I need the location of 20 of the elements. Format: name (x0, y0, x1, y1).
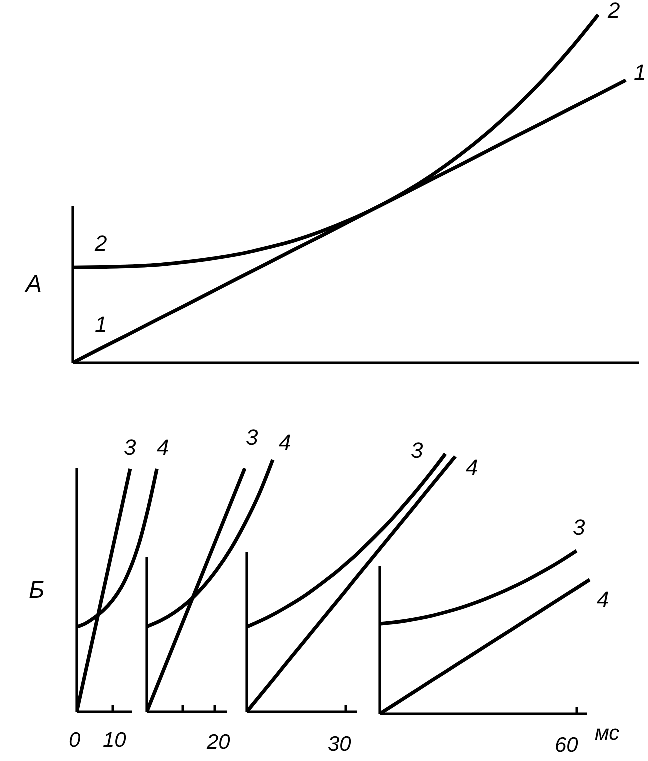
text: 0 (69, 729, 81, 752)
text: 10 (103, 729, 127, 752)
text: 2 (95, 231, 108, 256)
series-label: 4 (597, 587, 610, 612)
text: 30 (328, 733, 352, 756)
series-label: 3 (573, 515, 586, 540)
x-axis-title: мс (595, 722, 620, 745)
series-label: 3 (411, 438, 424, 463)
y-axis-title: Б (29, 577, 45, 604)
series-label: 4 (466, 455, 478, 480)
y-axis-title: A (24, 271, 42, 298)
series-label: 3 (124, 435, 137, 460)
series-label: 4 (157, 435, 170, 460)
series-label: 4 (279, 430, 292, 455)
text: 60 (555, 734, 579, 757)
text: 1 (634, 60, 646, 85)
series-label: 3 (246, 425, 259, 450)
text: 20 (206, 731, 231, 754)
series-label: 1 (95, 312, 108, 337)
series-label: 2 (607, 0, 620, 23)
